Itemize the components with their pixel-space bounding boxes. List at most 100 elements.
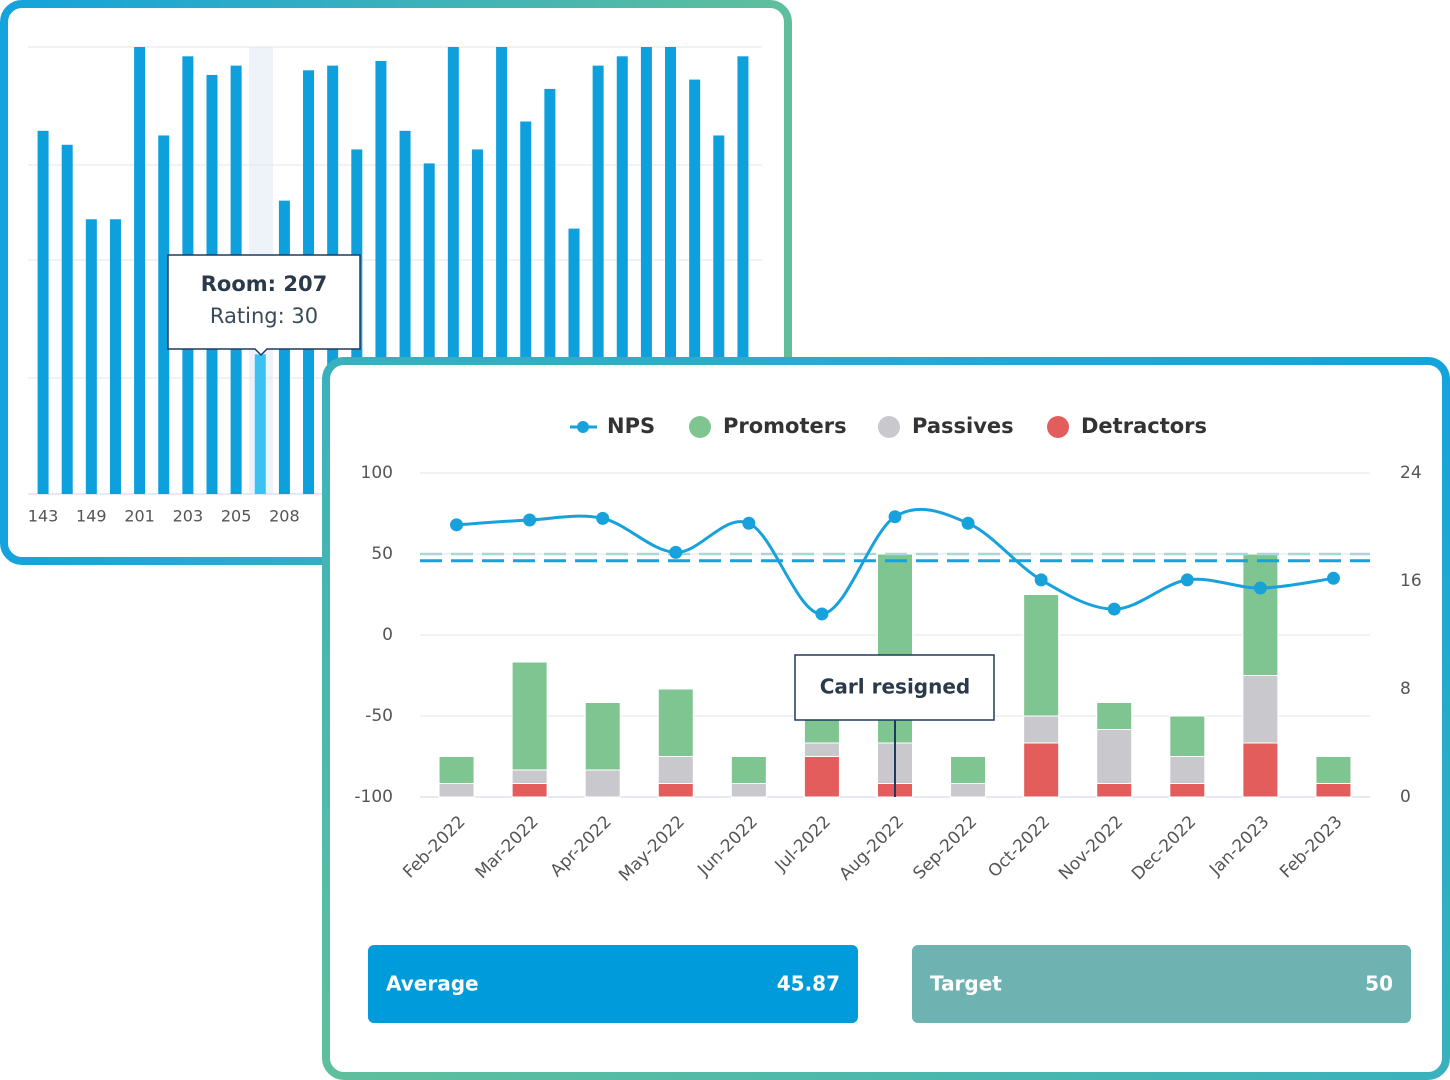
y2-tick-label: 16 [1400, 571, 1422, 591]
bar-segment [803, 742, 840, 757]
y-tick-label: -100 [354, 787, 393, 807]
x-tick-label: 143 [28, 507, 59, 526]
bar-segment [1315, 783, 1352, 798]
x-tick-label: 149 [76, 507, 107, 526]
bar-segment [1242, 675, 1279, 744]
bar-segment [1096, 783, 1133, 798]
legend-label: Detractors [1081, 414, 1207, 438]
bar-segment [803, 756, 840, 798]
tooltip-rating: Rating: 30 [210, 304, 318, 328]
bar [158, 135, 170, 494]
legend-marker [577, 421, 589, 433]
bar [423, 163, 435, 494]
legend-label: Passives [912, 414, 1014, 438]
bar-segment [1023, 715, 1060, 744]
bar [713, 135, 725, 494]
bar [375, 60, 387, 494]
summary-card [368, 945, 858, 1023]
y-tick-label: 0 [382, 625, 393, 645]
nps-point [669, 545, 683, 559]
bar-segment [511, 769, 548, 784]
y-tick-label: -50 [365, 706, 393, 726]
nps-point [1034, 573, 1048, 587]
x-tick-label: 203 [173, 507, 204, 526]
bar [520, 121, 532, 494]
bar-segment [1023, 742, 1060, 798]
summary-value: 45.87 [777, 972, 840, 996]
summary-label: Average [386, 972, 479, 996]
legend-marker [689, 416, 711, 438]
annotation-text: Carl resigned [820, 675, 970, 699]
bar-segment [730, 783, 767, 798]
bar-segment [584, 769, 621, 798]
summary-value: 50 [1365, 972, 1393, 996]
legend-marker [878, 416, 900, 438]
bar-segment [1315, 756, 1352, 784]
bar-segment [1096, 729, 1133, 784]
legend-marker [1047, 416, 1069, 438]
legend-label: NPS [607, 414, 655, 438]
x-tick-label: 205 [221, 507, 252, 526]
annotation-box [794, 654, 995, 721]
tooltip-rating-value: 30 [291, 304, 318, 328]
bar [447, 47, 459, 494]
tooltip: Room: 207 Rating: 30 [167, 254, 361, 357]
nps-point [1253, 581, 1267, 595]
y2-tick-label: 24 [1400, 463, 1422, 483]
nps-point [742, 516, 756, 530]
nps-point [596, 511, 610, 525]
bar-segment [584, 702, 621, 771]
bar [254, 354, 266, 494]
tooltip-rating-label: Rating: [210, 304, 285, 328]
x-tick-label: 208 [269, 507, 300, 526]
bar [85, 219, 97, 494]
summary-label: Target [930, 972, 1002, 996]
bar-segment [657, 756, 694, 784]
bar [737, 56, 749, 494]
y-tick-label: 100 [361, 463, 393, 483]
bar-segment [1023, 594, 1060, 717]
x-tick-label: 201 [124, 507, 155, 526]
nps-point [1180, 573, 1194, 587]
bar [689, 79, 701, 494]
bar [544, 88, 556, 494]
bar [640, 47, 652, 494]
bar-segment [950, 783, 987, 798]
nps-point [523, 513, 537, 527]
bar [134, 47, 146, 494]
bar-segment [1169, 715, 1206, 757]
room-chart-panel: 143 149 201 203 205 208 Room: 207 Rating: 30 [0, 0, 792, 565]
bar [496, 47, 508, 494]
bar-segment [511, 661, 548, 771]
bar-segment [1169, 756, 1206, 784]
bar-segment [1096, 702, 1133, 730]
bar [471, 149, 483, 494]
tooltip-room-value: 207 [283, 272, 327, 296]
bar [665, 47, 677, 494]
nps-point [961, 516, 975, 530]
bar [61, 144, 73, 494]
bar [109, 219, 121, 494]
y2-tick-label: 8 [1400, 679, 1411, 699]
nps-point [815, 607, 829, 621]
bar-segment [1169, 783, 1206, 798]
legend-label: Promoters [723, 414, 847, 438]
nps-point [888, 510, 902, 524]
bar [592, 65, 604, 494]
bar-segment [657, 688, 694, 757]
bar-segment [438, 783, 475, 798]
nps-line [456, 507, 1334, 616]
y-tick-label: 50 [371, 544, 393, 564]
bar-segment [511, 783, 548, 798]
bar [399, 130, 411, 494]
tooltip-room: Room: 207 [201, 272, 327, 296]
tooltip-box [167, 254, 361, 357]
nps-point [1326, 571, 1340, 585]
summary-card [912, 945, 1411, 1023]
bar-segment [950, 756, 987, 784]
y2-tick-label: 0 [1400, 787, 1411, 807]
nps-point [1107, 602, 1121, 616]
bar-segment [1242, 553, 1279, 676]
